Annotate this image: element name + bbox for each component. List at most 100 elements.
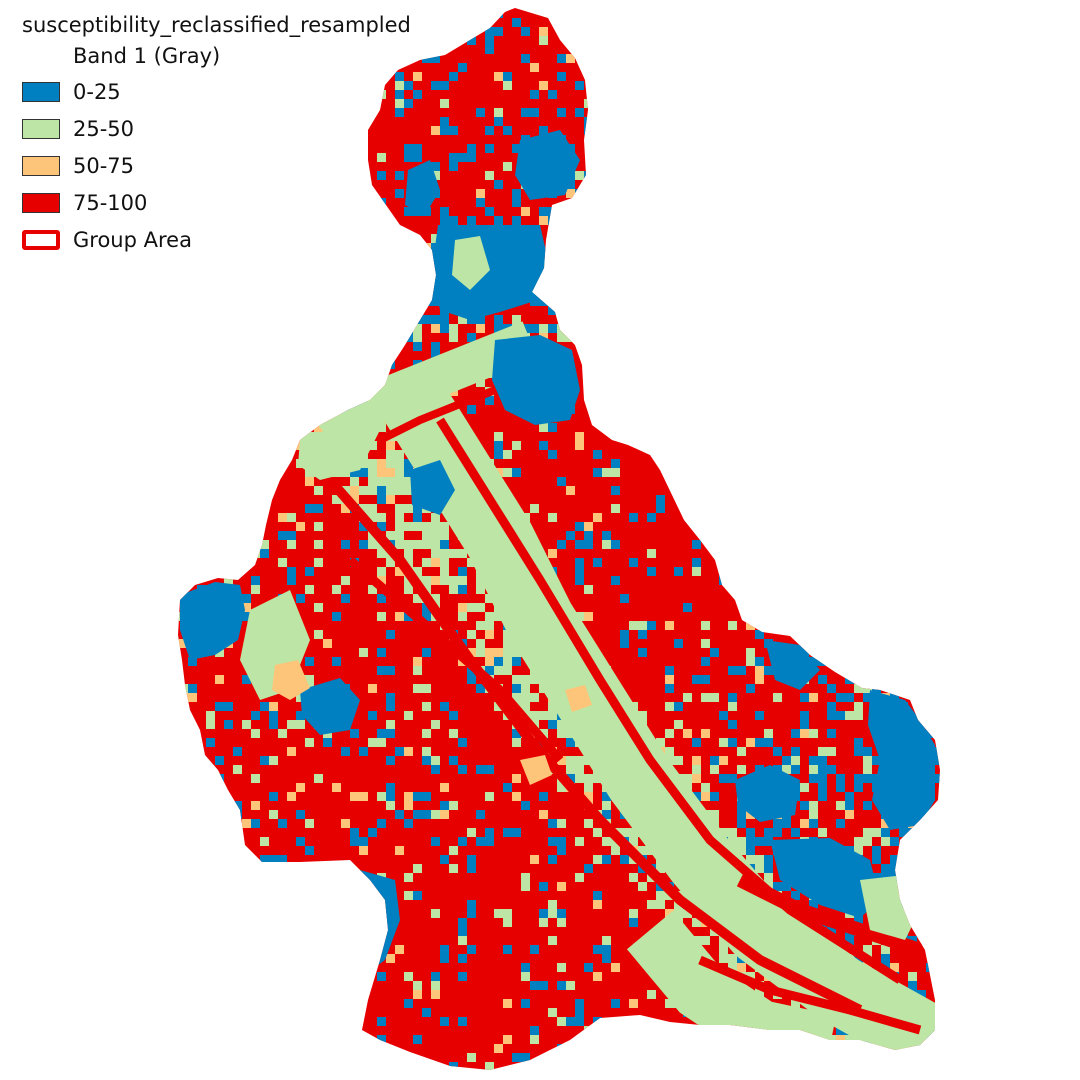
raster-cell [773,261,782,270]
raster-cell [215,459,224,468]
raster-cell [485,837,494,846]
raster-cell [440,1071,449,1080]
raster-cell [719,324,728,333]
raster-cell [935,117,940,126]
raster-cell [611,1071,620,1080]
raster-cell [818,1044,827,1053]
raster-cell [647,63,656,72]
raster-cell [818,216,827,225]
raster-cell [512,774,521,783]
raster-cell [377,153,386,162]
raster-cell [251,261,260,270]
raster-cell [764,45,773,54]
raster-cell [818,288,827,297]
raster-cell [629,378,638,387]
raster-cell [917,684,926,693]
raster-cell [728,1035,737,1044]
raster-cell [800,1071,809,1080]
raster-cell [683,126,692,135]
raster-cell [719,441,728,450]
raster-cell [197,864,206,873]
raster-cell [431,972,440,981]
raster-cell [665,729,674,738]
raster-cell [746,252,755,261]
raster-cell [575,216,584,225]
raster-cell [224,1017,233,1026]
raster-cell [350,495,359,504]
raster-cell [584,243,593,252]
raster-cell [296,720,305,729]
raster-cell [737,180,746,189]
raster-cell [899,630,908,639]
raster-cell [233,810,242,819]
raster-cell [935,621,940,630]
raster-cell [755,657,764,666]
raster-cell [944,333,953,342]
raster-cell [683,189,692,198]
raster-cell [575,765,584,774]
raster-cell [269,882,278,891]
raster-cell [899,270,908,279]
raster-cell [395,540,404,549]
raster-cell [791,297,800,306]
raster-cell [512,657,521,666]
raster-cell [575,540,584,549]
raster-cell [701,1071,710,1080]
raster-cell [449,801,458,810]
raster-cell [305,873,314,882]
raster-cell [503,657,512,666]
raster-cell [782,765,791,774]
raster-cell [701,729,710,738]
raster-cell [602,792,611,801]
raster-cell [611,333,620,342]
raster-cell [332,378,341,387]
raster-cell [521,27,530,36]
raster-cell [917,459,926,468]
raster-cell [368,468,377,477]
raster-cell [413,810,422,819]
raster-cell [431,531,440,540]
raster-cell [485,621,494,630]
raster-cell [404,81,413,90]
raster-cell [395,72,404,81]
raster-cell [629,27,638,36]
raster-cell [872,531,881,540]
raster-cell [800,18,809,27]
raster-cell [197,486,206,495]
raster-cell [368,540,377,549]
raster-cell [440,855,449,864]
raster-cell [386,288,395,297]
raster-cell [431,162,440,171]
raster-cell [881,864,890,873]
raster-cell [827,1035,836,1044]
raster-cell [575,1008,584,1017]
raster-cell [557,324,566,333]
raster-cell [278,972,287,981]
raster-cell [809,756,818,765]
raster-cell [251,936,260,945]
raster-cell [395,189,404,198]
raster-cell [935,873,940,882]
raster-cell [377,819,386,828]
raster-cell [791,108,800,117]
raster-cell [755,450,764,459]
raster-cell [188,963,197,972]
raster-cell [863,432,872,441]
raster-cell [737,531,746,540]
raster-cell [305,333,314,342]
raster-cell [287,720,296,729]
raster-cell [197,513,206,522]
raster-cell [566,9,575,18]
raster-cell [863,279,872,288]
raster-cell [710,306,719,315]
raster-cell [305,504,314,513]
raster-cell [935,999,940,1008]
raster-cell [710,1044,719,1053]
raster-cell [593,117,602,126]
raster-cell [899,576,908,585]
raster-cell [503,126,512,135]
raster-cell [800,288,809,297]
raster-cell [944,594,953,603]
raster-cell [764,72,773,81]
